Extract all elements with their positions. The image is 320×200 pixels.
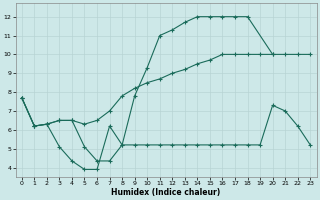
X-axis label: Humidex (Indice chaleur): Humidex (Indice chaleur) bbox=[111, 188, 221, 197]
